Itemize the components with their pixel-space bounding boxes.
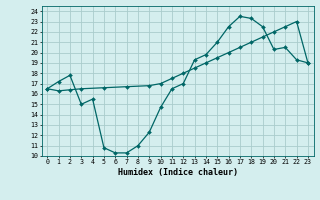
X-axis label: Humidex (Indice chaleur): Humidex (Indice chaleur) [118,168,237,177]
